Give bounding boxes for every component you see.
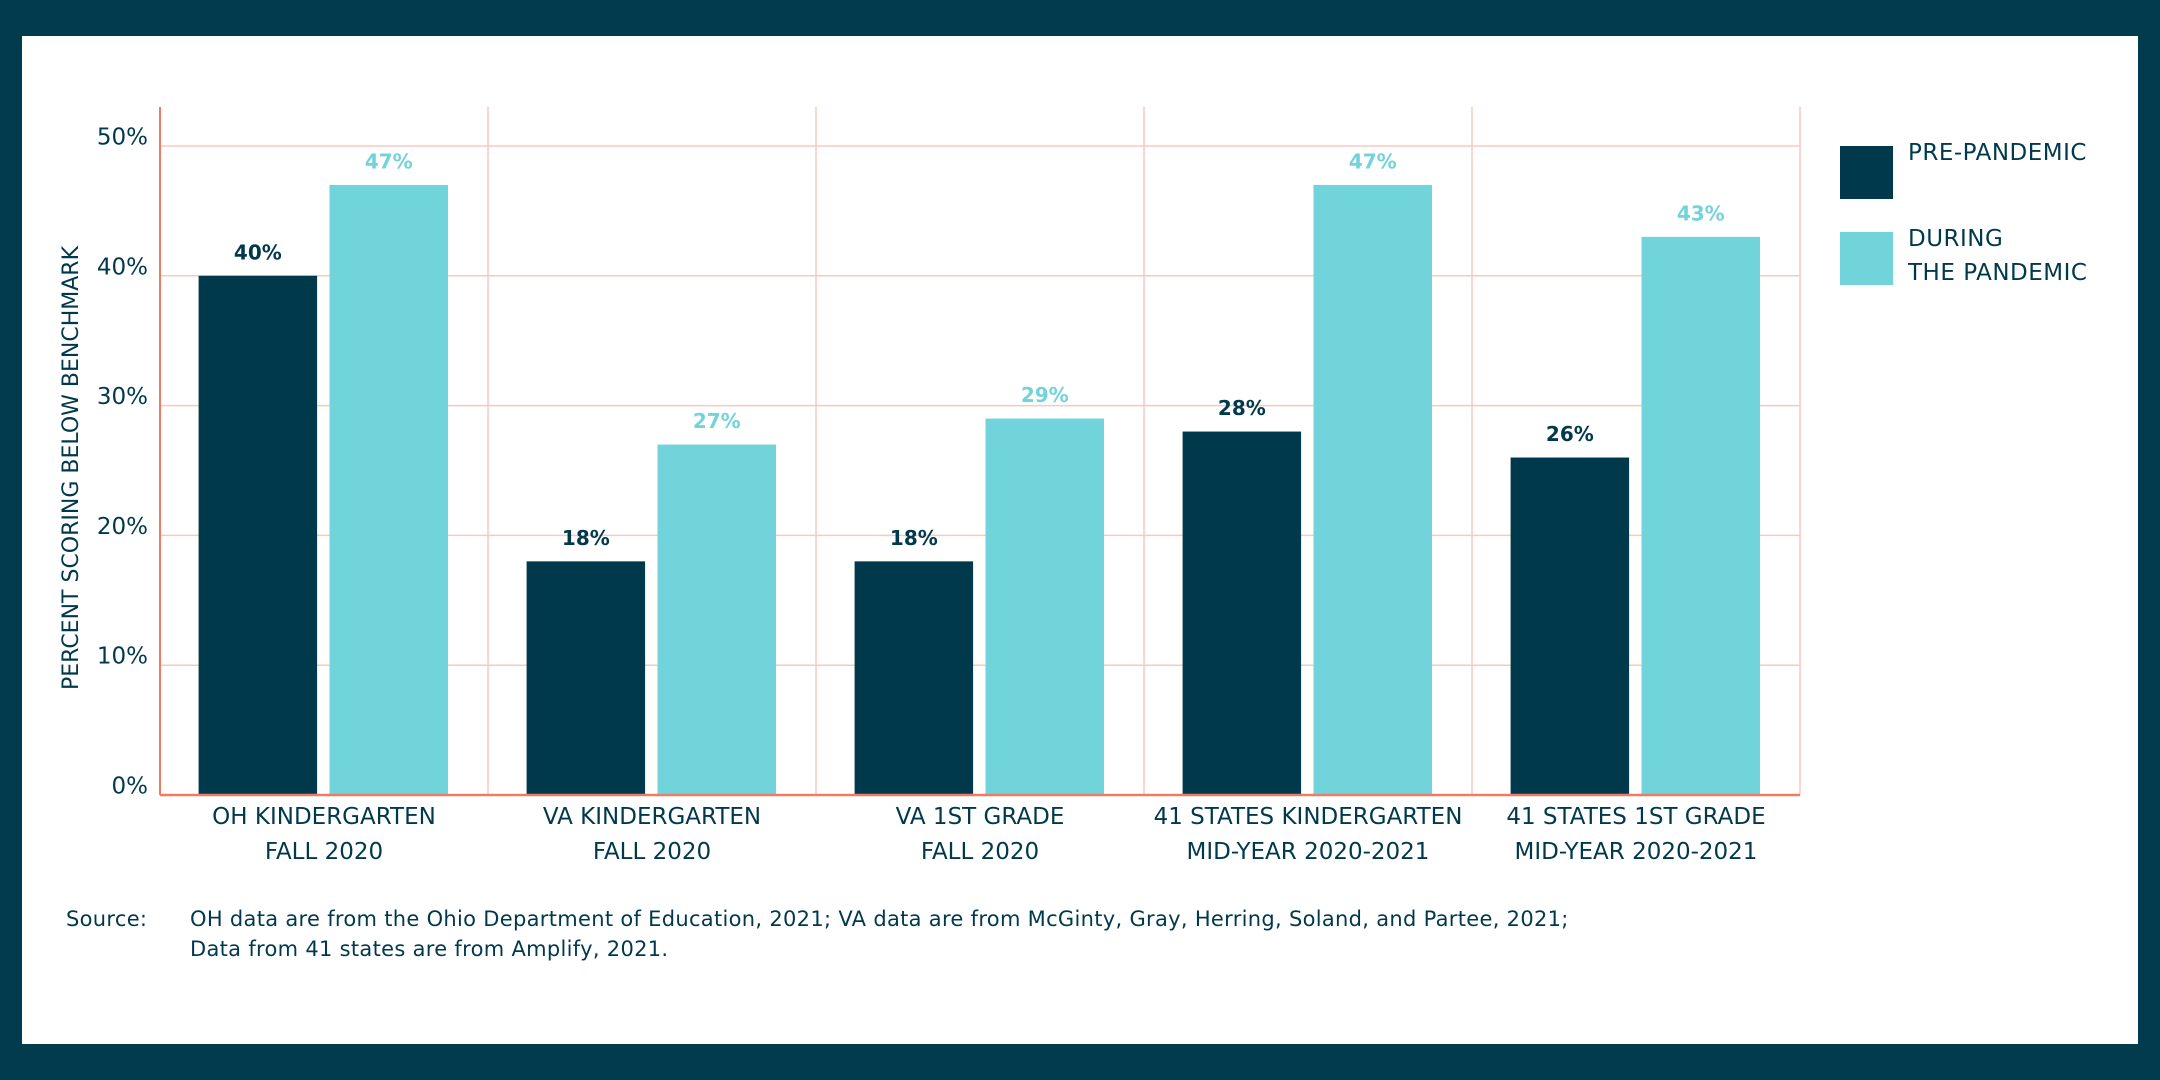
y-tick-label: 10% — [97, 644, 148, 670]
y-tick-label: 20% — [97, 514, 148, 540]
y-tick-label: 0% — [112, 774, 149, 800]
source-text: OH data are from the Ohio Department of … — [190, 907, 1569, 961]
x-tick-label: VA 1ST GRADE FALL 2020 — [895, 804, 1065, 865]
value-label: 47% — [1349, 149, 1397, 173]
bar — [1510, 457, 1630, 795]
x-tick-label: 41 STATES KINDERGARTEN MID-YEAR 2020-202… — [1153, 804, 1463, 865]
legend-label: DURING THE PANDEMIC — [1908, 226, 2088, 286]
legend-label: PRE-PANDEMIC — [1908, 140, 2087, 166]
y-axis-label: PERCENT SCORING BELOW BENCHMARK — [59, 245, 84, 690]
value-label: 27% — [693, 409, 741, 433]
value-label: 26% — [1546, 422, 1594, 446]
value-label: 18% — [890, 526, 938, 550]
value-label: 29% — [1021, 383, 1069, 407]
x-tick-label: 41 STATES 1ST GRADE MID-YEAR 2020-2021 — [1506, 804, 1766, 865]
source-label: Source: — [66, 907, 148, 931]
value-label: 40% — [234, 240, 282, 264]
value-label: 28% — [1218, 396, 1266, 420]
value-label: 47% — [365, 149, 413, 173]
bar — [526, 561, 646, 795]
bar — [985, 418, 1104, 795]
legend-swatch — [1840, 232, 1893, 285]
bar — [657, 444, 776, 795]
legend-swatch — [1840, 146, 1893, 199]
value-label: 18% — [562, 526, 610, 550]
y-tick-label: 30% — [97, 384, 148, 410]
bar — [1641, 236, 1760, 796]
x-tick-label: VA KINDERGARTEN FALL 2020 — [542, 804, 762, 865]
value-label: 43% — [1677, 201, 1725, 225]
y-tick-label: 40% — [97, 254, 148, 280]
bar — [329, 184, 448, 795]
bar — [1182, 431, 1302, 795]
y-tick-label: 50% — [97, 125, 148, 151]
bar — [198, 275, 318, 795]
x-tick-label: OH KINDERGARTEN FALL 2020 — [212, 804, 436, 865]
bar — [1313, 184, 1432, 795]
bar — [854, 561, 974, 795]
